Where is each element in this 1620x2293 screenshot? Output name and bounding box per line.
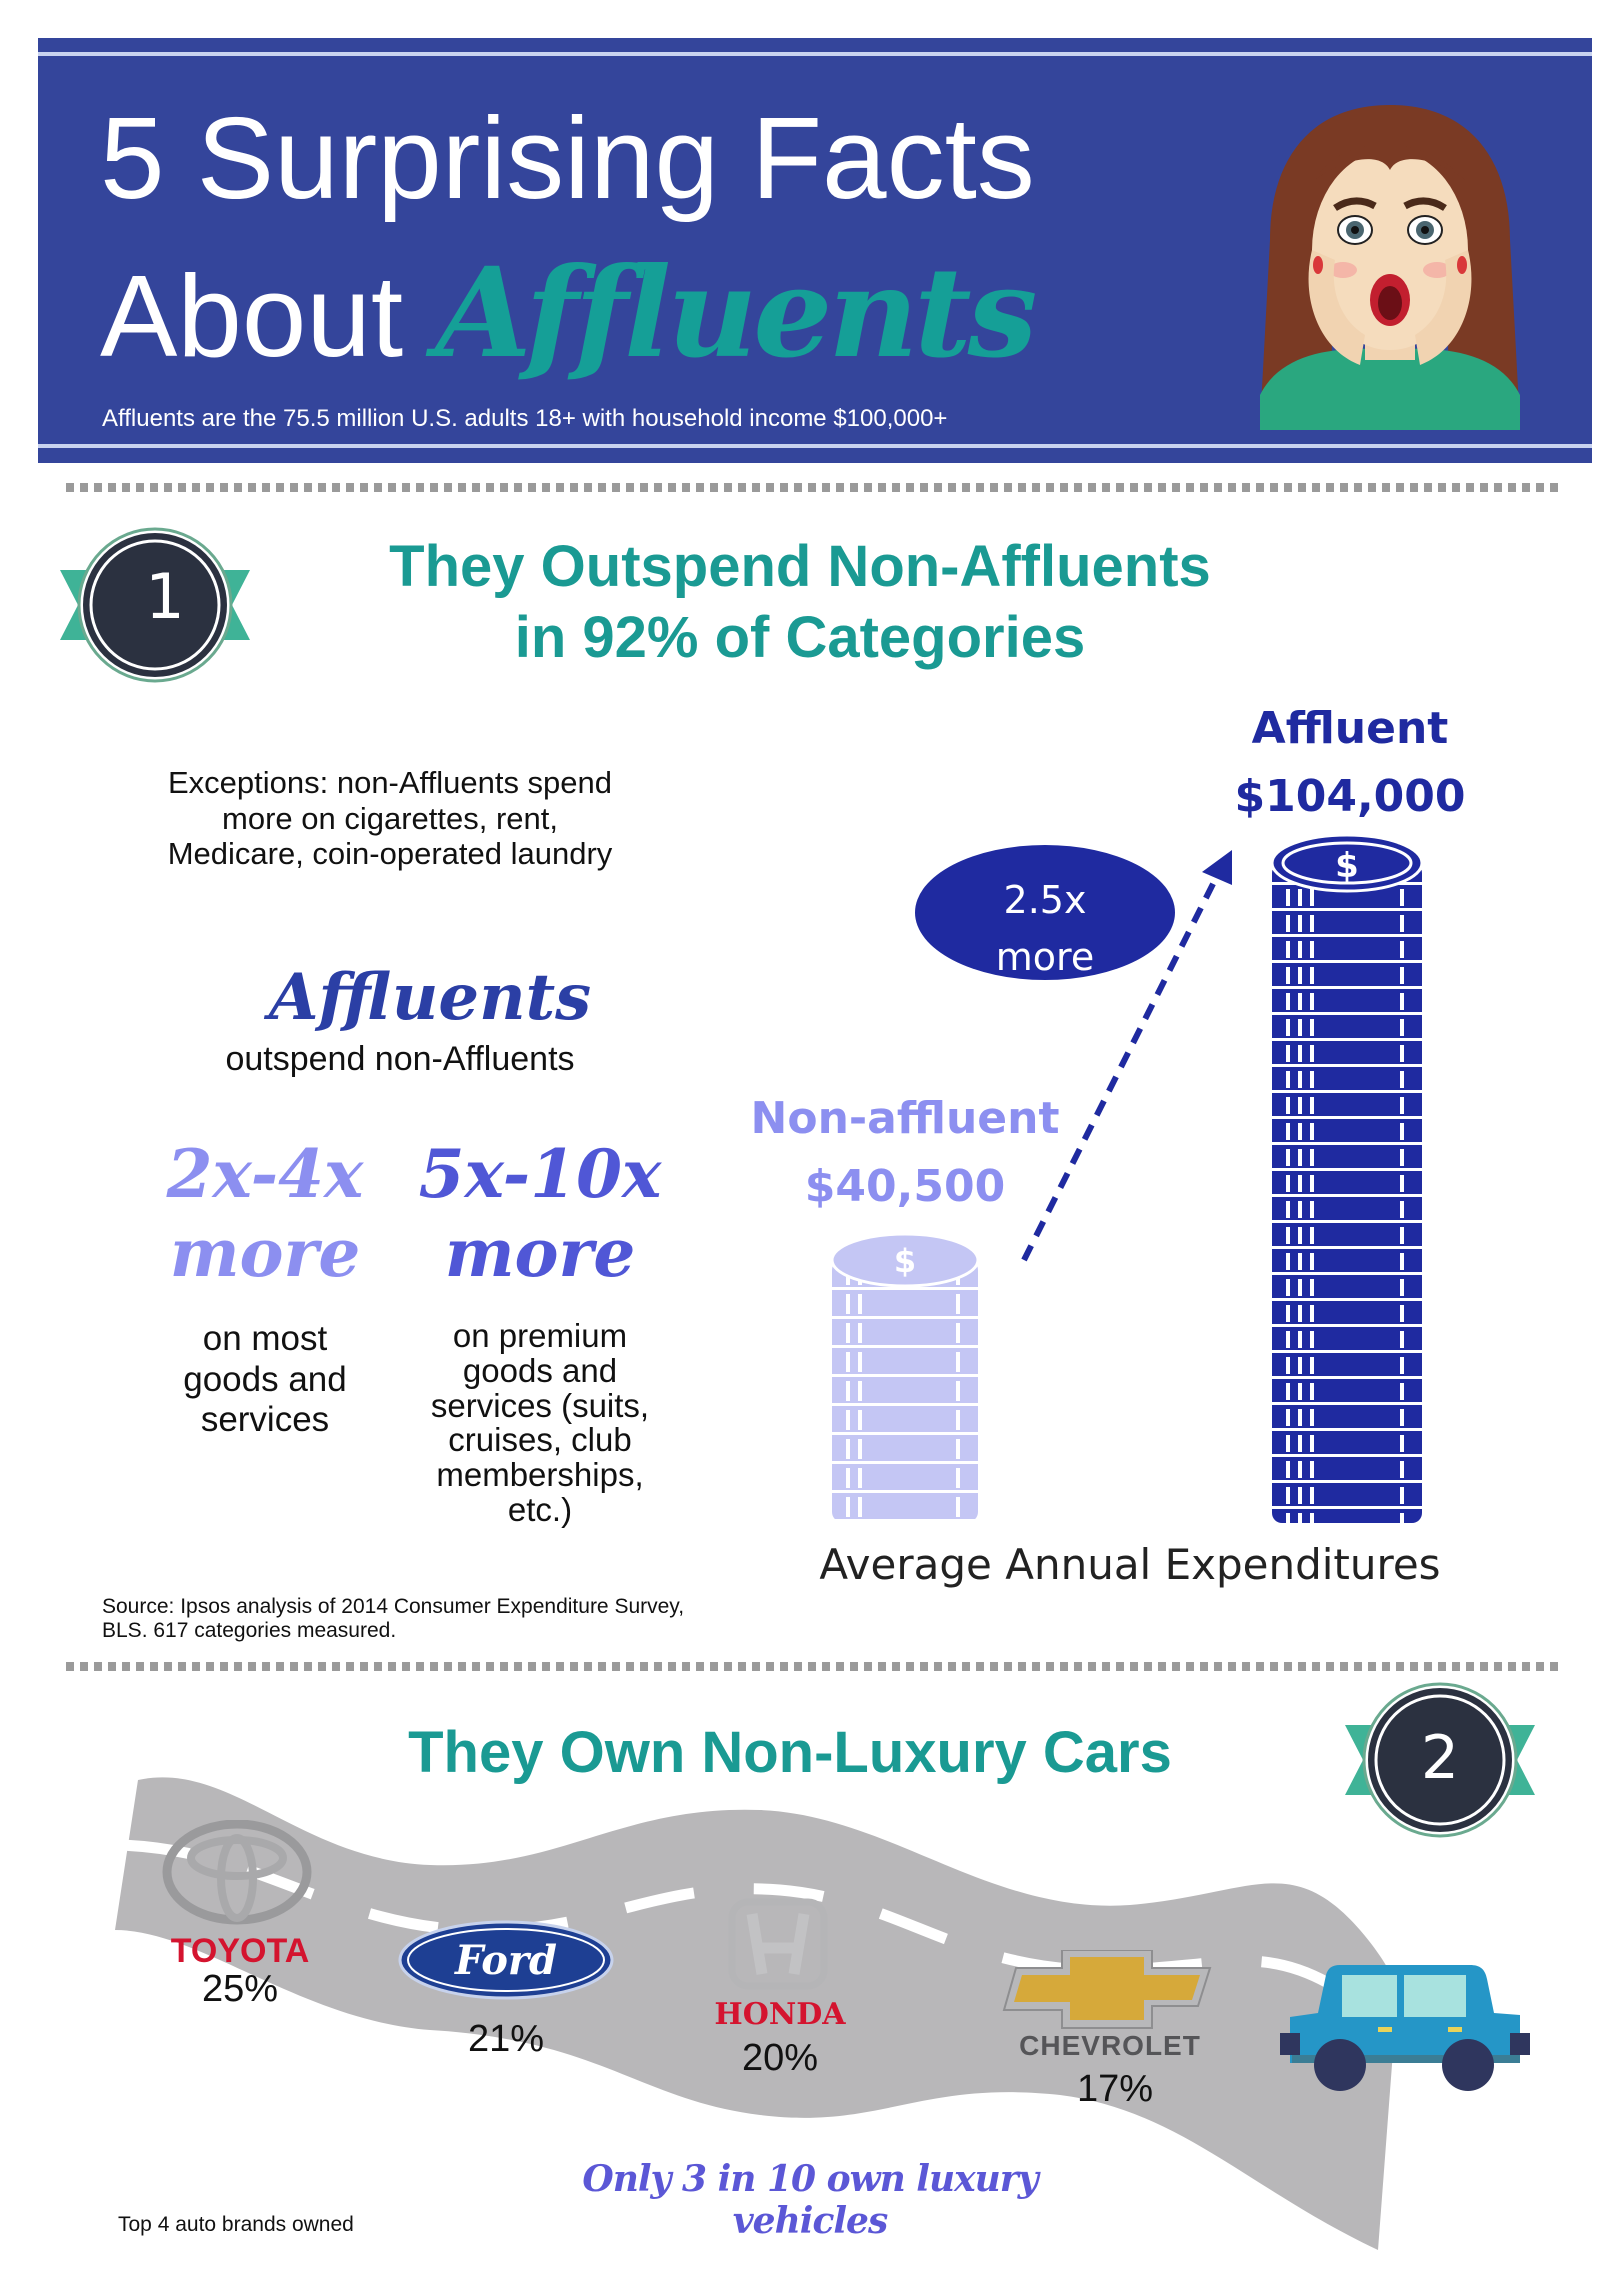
chart-x-label: Average Annual Expenditures (819, 1540, 1441, 1589)
honda-wordmark: HONDA (714, 1997, 846, 2032)
exceptions-line: Medicare, coin-operated laundry (167, 836, 613, 872)
banner-bottom-rule (38, 444, 1592, 448)
stat-left-value: 2x-4x (166, 1135, 364, 1213)
badge-1-number: 1 (145, 560, 185, 633)
non-affluent-category: Non-affluent (750, 1093, 1060, 1144)
auto-brands-footnote: Top 4 auto brands owned (118, 2213, 354, 2236)
road-illustration (115, 1777, 1403, 2250)
page-title-line2: About Affluents (100, 252, 1037, 376)
chevrolet-logo (1002, 1950, 1212, 2029)
stat-left-more: more (169, 1214, 361, 1293)
ford-logo: Ford (398, 1920, 614, 2000)
stat-right: 5x-10x more on premium goods and service… (405, 1135, 675, 1527)
car-icon (1280, 1965, 1530, 2091)
section1-title-line1: They Outspend Non-Affluents (389, 534, 1211, 599)
section2-title: They Own Non-Luxury Cars (408, 1720, 1172, 1785)
svg-text:$: $ (1335, 846, 1359, 886)
svg-text:Ford: Ford (454, 1937, 557, 1984)
ford-share: 21% (467, 2018, 545, 2060)
page-title-about: About (100, 251, 404, 381)
stat-left-desc: on most goods and services (183, 1319, 347, 1439)
toyota-share: 25% (201, 1968, 279, 2010)
stat-left: 2x-4x more on most goods and services (140, 1135, 390, 1440)
chevrolet-wordmark: CHEVROLET (1019, 2030, 1201, 2061)
stat-right-value: 5x-10x (418, 1135, 662, 1213)
exceptions-line: more on cigarettes, rent, (222, 800, 558, 836)
header-subtitle: Affluents are the 75.5 million U.S. adul… (102, 405, 948, 432)
multiplier-bubble (915, 845, 1175, 980)
toyota-logo (162, 1820, 312, 1925)
honda-logo (728, 1898, 828, 1990)
badge-2 (1345, 1682, 1535, 1838)
honda-share: 20% (741, 2037, 819, 2079)
coin-stack-non-affluent: $ (832, 1232, 978, 1522)
badge-1 (60, 527, 250, 683)
luxury-note: Only 3 in 10 own luxury vehicles (582, 2158, 1038, 2242)
stat-right-more: more (444, 1214, 636, 1293)
source-note: Source: Ipsos analysis of 2014 Consumer … (102, 1595, 685, 1643)
non-affluent-value: $40,500 (804, 1161, 1006, 1213)
multiplier-text: 2.5x more (995, 878, 1095, 979)
svg-text:$: $ (894, 1242, 916, 1280)
chevrolet-share: 17% (1076, 2068, 1154, 2110)
toyota-wordmark: TOYOTA (170, 1932, 310, 1970)
section-divider (66, 483, 1561, 492)
exceptions-line: Exceptions: non-Affluents spend (167, 765, 613, 800)
exceptions-text: Exceptions: non-Affluents spend more on … (100, 765, 680, 872)
section1-title: They Outspend Non-Affluents in 92% of Ca… (250, 532, 1350, 674)
badge-2-number: 2 (1420, 1723, 1460, 1793)
page-title-line1: 5 Surprising Facts (100, 93, 1035, 223)
affluent-category: Affluent (1251, 703, 1449, 754)
page-title-affluents-script: Affluents (435, 241, 1037, 386)
banner-top-rule (38, 52, 1592, 56)
affluent-value: $104,000 (1234, 771, 1466, 823)
coin-stack-affluent: $ (1272, 833, 1422, 1523)
dashed-arrow-icon (1021, 850, 1232, 1262)
outspend-text: outspend non-Affluents (225, 1040, 575, 1078)
chart-label-non-affluent: Non-affluent $40,500 (740, 1085, 1070, 1221)
section-divider (66, 1662, 1561, 1671)
stat-right-desc: on premium goods and services (suits, cr… (430, 1317, 650, 1528)
affluents-script-label: Affluents (268, 960, 592, 1035)
section1-title-line2: in 92% of Categories (514, 604, 1086, 670)
surprised-woman-illustration (1260, 105, 1520, 430)
chart-label-affluent: Affluent $104,000 (1210, 695, 1490, 831)
